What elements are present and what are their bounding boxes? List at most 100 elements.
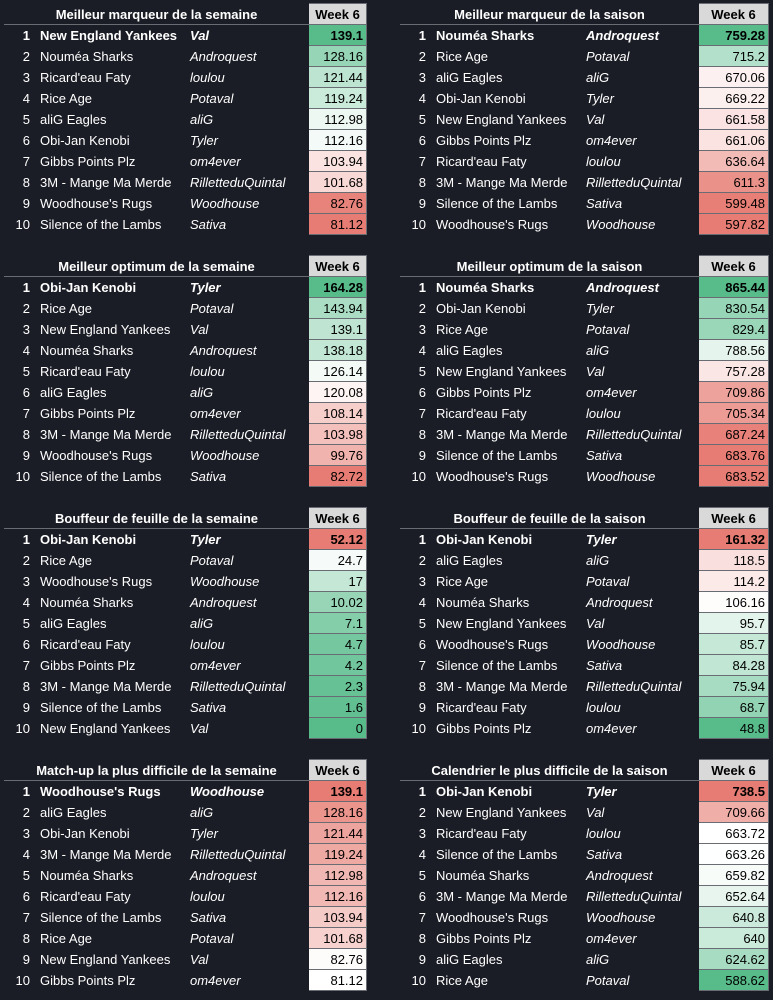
score: 1.6 <box>308 696 367 718</box>
rank: 2 <box>4 549 37 571</box>
manager-name: Tyler <box>185 822 310 844</box>
manager-name: RilletteduQuintal <box>185 171 310 193</box>
manager-name: RilletteduQuintal <box>582 423 699 445</box>
rank: 1 <box>400 780 433 802</box>
rank: 9 <box>4 192 37 214</box>
score: 143.94 <box>308 297 368 319</box>
rank: 1 <box>4 24 37 46</box>
team-name: Silence of the Lambs <box>432 192 583 214</box>
manager-name: Woodhouse <box>581 633 700 655</box>
team-name: Silence of the Lambs <box>432 843 583 865</box>
manager-name: loulou <box>185 66 310 88</box>
table-row: 8 3M - Mange Ma Merde RilletteduQuintal 75.… <box>400 675 770 697</box>
score: 139.1 <box>308 318 368 340</box>
rank: 10 <box>4 717 37 739</box>
manager-name: Potaval <box>581 45 700 67</box>
manager-name: loulou <box>581 150 700 172</box>
team-name: 3M - Mange Ma Merde <box>432 171 583 193</box>
table-row: 3 Rice Age Potaval 829.4 <box>400 318 769 340</box>
team-name: Nouméa Sharks <box>432 276 583 298</box>
table-row: 3 New England Yankees Val 139.1 <box>4 318 368 340</box>
score: 24.7 <box>308 549 367 571</box>
table-row: 4 Silence of the Lambs Sativa 663.26 <box>400 843 770 865</box>
score: 68.7 <box>698 696 770 718</box>
table-row: 2 Obi-Jan Kenobi Tyler 830.54 <box>400 297 769 319</box>
manager-name: Val <box>582 360 699 382</box>
team-name: New England Yankees <box>36 318 187 340</box>
manager-name: loulou <box>581 696 700 718</box>
score: 670.06 <box>698 66 770 88</box>
manager-name: Val <box>186 717 309 739</box>
team-name: New England Yankees <box>36 717 187 739</box>
score: 81.12 <box>308 213 368 235</box>
rank: 4 <box>4 87 37 109</box>
rank: 4 <box>4 591 37 613</box>
team-name: Silence of the Lambs <box>432 444 583 466</box>
manager-name: Woodhouse <box>185 780 310 802</box>
team-name: Obi-Jan Kenobi <box>432 297 583 319</box>
team-name: Nouméa Sharks <box>432 591 583 613</box>
team-name: Obi-Jan Kenobi <box>432 87 583 109</box>
team-name: 3M - Mange Ma Merde <box>36 171 187 193</box>
rank: 4 <box>400 339 433 361</box>
score: 597.82 <box>698 213 770 235</box>
score: 139.1 <box>308 24 368 46</box>
manager-name: Woodhouse <box>582 465 699 487</box>
rank: 3 <box>400 570 433 592</box>
team-name: aliG Eagles <box>36 801 187 823</box>
column-header: Week 6 <box>308 759 368 781</box>
score: 138.18 <box>308 339 368 361</box>
table-row: 7 Silence of the Lambs Sativa 103.94 <box>4 906 368 928</box>
table-row: 8 3M - Mange Ma Merde RilletteduQuintal 2.3 <box>4 675 367 697</box>
header-row: Bouffeur de feuille de la semaine Week 6 <box>4 507 367 529</box>
rank: 3 <box>4 570 37 592</box>
table-row: 6 3M - Mange Ma Merde RilletteduQuintal 652… <box>400 885 770 907</box>
rank: 2 <box>4 801 37 823</box>
table-row: 9 aliG Eagles aliG 624.62 <box>400 948 770 970</box>
table-row: 10 Woodhouse's Rugs Woodhouse 683.52 <box>400 465 769 487</box>
score: 757.28 <box>698 360 769 382</box>
team-name: Ricard'eau Faty <box>432 150 583 172</box>
manager-name: aliG <box>185 108 310 130</box>
team-name: Silence of the Lambs <box>36 906 187 928</box>
rank: 4 <box>4 339 37 361</box>
manager-name: Sativa <box>581 654 700 676</box>
rank: 6 <box>400 885 433 907</box>
score: 683.52 <box>698 465 769 487</box>
score: 85.7 <box>698 633 770 655</box>
column-header: Week 6 <box>308 3 368 25</box>
manager-name: om4ever <box>185 969 310 991</box>
score: 82.72 <box>308 465 368 487</box>
team-name: Nouméa Sharks <box>36 864 187 886</box>
rank: 8 <box>4 423 37 445</box>
table-row: 8 Gibbs Points Plz om4ever 640 <box>400 927 770 949</box>
team-name: Obi-Jan Kenobi <box>432 780 583 802</box>
leaderboard-table: Meilleur optimum de la saison Week 6 1 Noum… <box>400 255 769 487</box>
rank: 5 <box>400 612 433 634</box>
rank: 7 <box>400 402 433 424</box>
manager-name: Val <box>581 801 700 823</box>
manager-name: Potaval <box>581 570 700 592</box>
manager-name: Tyler <box>581 780 700 802</box>
team-name: aliG Eagles <box>432 948 583 970</box>
manager-name: Woodhouse <box>581 213 700 235</box>
team-name: Nouméa Sharks <box>36 591 187 613</box>
team-name: Nouméa Sharks <box>432 24 583 46</box>
score: 114.2 <box>698 570 770 592</box>
score: 82.76 <box>308 192 368 214</box>
team-name: Obi-Jan Kenobi <box>36 528 187 550</box>
score: 663.26 <box>698 843 770 865</box>
rank: 6 <box>4 381 37 403</box>
manager-name: om4ever <box>185 150 310 172</box>
manager-name: loulou <box>186 633 309 655</box>
manager-name: Tyler <box>581 528 700 550</box>
rank: 9 <box>4 444 37 466</box>
manager-name: Val <box>581 612 700 634</box>
team-name: Gibbs Points Plz <box>432 129 583 151</box>
manager-name: Sativa <box>186 696 309 718</box>
manager-name: om4ever <box>186 654 309 676</box>
manager-name: Androquest <box>581 864 700 886</box>
manager-name: Sativa <box>581 843 700 865</box>
team-name: Nouméa Sharks <box>432 864 583 886</box>
team-name: Rice Age <box>36 297 187 319</box>
